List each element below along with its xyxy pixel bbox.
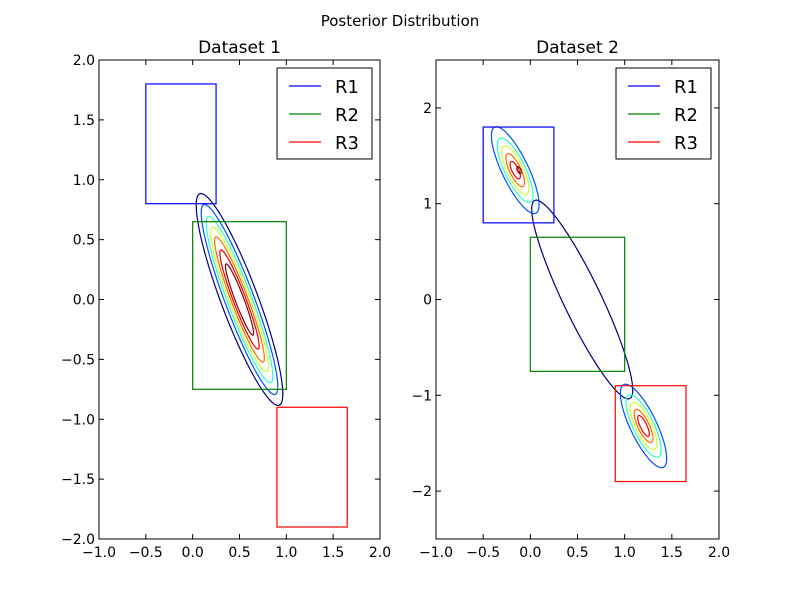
contour-line xyxy=(205,215,274,384)
contour-line xyxy=(500,145,530,196)
x-tick-label: −1.0 xyxy=(82,545,116,561)
x-tick-label: 2.0 xyxy=(708,545,730,561)
contour-line xyxy=(633,408,654,444)
legend-label-r2: R2 xyxy=(335,105,359,126)
contour-line xyxy=(219,249,260,350)
legend-label-r1: R1 xyxy=(674,77,698,98)
panel-dataset-1: −1.0 −0.5 0.0 0.5 1.0 1.5 2.0 −2.0 −1.5 −1.0 −0.5 0… xyxy=(61,38,391,561)
x-tick-label: −0.5 xyxy=(129,545,163,561)
x-tick-label: 0.5 xyxy=(228,545,250,561)
panel-title: Dataset 2 xyxy=(536,38,619,58)
region-r2-box xyxy=(529,236,626,372)
y-tick-label: −2 xyxy=(411,484,432,500)
y-tick-label: 1.0 xyxy=(73,173,95,189)
legend: R1 R2 R3 xyxy=(276,67,373,160)
legend-label-r2: R2 xyxy=(674,105,698,126)
contour-line xyxy=(496,137,534,203)
y-tick-label: −2.0 xyxy=(61,532,95,548)
x-tick-label: 2.0 xyxy=(369,545,391,561)
legend-label-r3: R3 xyxy=(335,133,359,154)
y-tick-label: 0 xyxy=(423,293,432,309)
x-tick-label: 0.5 xyxy=(566,545,588,561)
x-tick-label: −0.5 xyxy=(466,545,500,561)
contour-line xyxy=(200,203,279,396)
y-tick-label: 2 xyxy=(423,101,432,117)
contour-line xyxy=(224,263,255,336)
contour-line xyxy=(629,401,658,451)
x-tick-label: −1.0 xyxy=(419,545,453,561)
contour-line xyxy=(637,414,650,437)
x-tick-label: 0.0 xyxy=(519,545,541,561)
figure-suptitle: Posterior Distribution xyxy=(321,12,480,30)
plot-area xyxy=(145,83,348,528)
y-tick-label: −1 xyxy=(411,388,432,404)
x-tick-label: 1.5 xyxy=(322,545,344,561)
region-r1-box xyxy=(145,83,217,205)
contour-line xyxy=(209,226,270,373)
legend-label-r1: R1 xyxy=(335,77,359,98)
x-tick-label: 1.5 xyxy=(661,545,683,561)
legend: R1 R2 R3 xyxy=(615,67,712,160)
contour-line xyxy=(531,199,634,400)
panel-title: Dataset 1 xyxy=(198,38,281,58)
y-tick-label: −0.5 xyxy=(61,352,95,368)
x-tick-label: 1.0 xyxy=(614,545,636,561)
y-tick-label: 1.5 xyxy=(73,113,95,129)
plot-area xyxy=(482,126,687,483)
x-tick-label: 0.0 xyxy=(182,545,204,561)
contour-line xyxy=(625,394,662,458)
x-tick-label: 1.0 xyxy=(275,545,297,561)
region-r2-box xyxy=(192,221,287,390)
panel-dataset-2: −1.0 −0.5 0.0 0.5 1.0 1.5 2.0 −2 −1 0 1 2 Dataset 2 R… xyxy=(411,38,730,561)
region-r3-box xyxy=(276,406,348,528)
y-tick-label: 1 xyxy=(423,197,432,213)
y-tick-label: 0.5 xyxy=(73,233,95,249)
y-tick-label: −1.0 xyxy=(61,412,95,428)
region-r1-box xyxy=(482,126,555,224)
contour-line xyxy=(516,166,522,175)
contour-line xyxy=(619,383,668,469)
y-tick-label: 0.0 xyxy=(73,293,95,309)
legend-label-r3: R3 xyxy=(674,133,698,154)
contour-line xyxy=(214,236,265,363)
region-r3-box xyxy=(614,385,687,483)
y-tick-label: 2.0 xyxy=(73,53,95,69)
contour-line xyxy=(505,153,526,188)
contour-line xyxy=(195,192,284,407)
y-tick-label: −1.5 xyxy=(61,472,95,488)
